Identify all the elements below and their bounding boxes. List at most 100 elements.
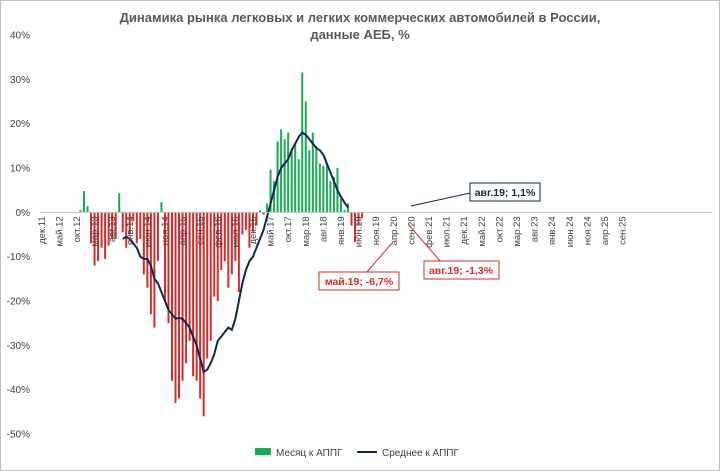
bar bbox=[347, 203, 349, 213]
bar bbox=[100, 212, 103, 248]
bar bbox=[283, 139, 286, 213]
bar bbox=[156, 212, 159, 262]
bar bbox=[273, 181, 276, 213]
bar bbox=[206, 212, 209, 359]
bar bbox=[174, 212, 177, 403]
y-axis: -50% -40% -30% -20% -10% 0% 10% 20% 30% 40% bbox=[7, 31, 30, 441]
bar bbox=[160, 202, 163, 213]
x-tick-label: дек.21 bbox=[459, 216, 470, 244]
x-tick-label: май.17 bbox=[266, 216, 277, 246]
bar bbox=[315, 145, 318, 213]
x-axis: дек.11 май.12 окт.12 мар.13 авг.13 янв.14 июн.… bbox=[37, 216, 629, 247]
x-tick-label: апр.25 bbox=[600, 216, 611, 245]
bar bbox=[318, 163, 321, 213]
y-tick-label: 30% bbox=[10, 75, 30, 86]
bar bbox=[332, 176, 335, 213]
annotation-box bbox=[423, 260, 500, 280]
y-tick-label: 10% bbox=[10, 164, 30, 175]
x-tick-label: авг.13 bbox=[107, 216, 118, 242]
annotation-avg-aug19: авг.19; 1,1% bbox=[410, 182, 541, 207]
bar bbox=[248, 212, 251, 248]
x-tick-label: апр.20 bbox=[389, 216, 400, 245]
x-tick-label: янв.24 bbox=[547, 216, 558, 245]
bar bbox=[237, 212, 240, 293]
bar bbox=[311, 132, 314, 213]
bar bbox=[146, 212, 149, 288]
bar bbox=[125, 212, 128, 248]
annotation-leader bbox=[366, 242, 393, 273]
bar bbox=[185, 212, 188, 364]
y-tick-label: -20% bbox=[7, 297, 30, 308]
bar bbox=[209, 212, 212, 341]
x-tick-label: сен.15 bbox=[195, 216, 206, 245]
annotation-month-aug19: авг.19; -1,3% bbox=[408, 224, 500, 280]
x-tick-label: окт.17 bbox=[283, 216, 294, 242]
legend-label-average: Среднее к АППГ bbox=[382, 448, 459, 459]
bar bbox=[244, 212, 247, 231]
legend: Месяц к АППГ Среднее к АППГ bbox=[255, 448, 459, 459]
x-tick-label: янв.14 bbox=[125, 216, 136, 245]
bar bbox=[139, 212, 142, 239]
bar bbox=[287, 132, 290, 213]
bar bbox=[86, 206, 89, 213]
bar bbox=[339, 199, 342, 213]
x-tick-label: ноя.14 bbox=[160, 216, 171, 245]
chart-title-line-1: Динамика рынка легковых и легких коммерч… bbox=[120, 10, 601, 25]
y-tick-label: -50% bbox=[7, 430, 30, 441]
annotation-leader bbox=[410, 192, 471, 207]
bar bbox=[361, 212, 364, 219]
x-tick-label: дек.16 bbox=[248, 216, 259, 244]
bar bbox=[104, 212, 107, 259]
bar bbox=[354, 212, 357, 243]
bar bbox=[97, 212, 100, 262]
bar bbox=[83, 191, 85, 213]
annotation-text: авг.19; 1,1% bbox=[475, 187, 536, 199]
bar bbox=[227, 212, 230, 288]
bar bbox=[202, 212, 205, 417]
bar bbox=[132, 212, 135, 222]
x-tick-label: сен.20 bbox=[406, 216, 417, 245]
bar bbox=[114, 212, 117, 239]
bar bbox=[163, 212, 166, 301]
bar bbox=[199, 212, 202, 399]
x-tick-label: окт.12 bbox=[72, 216, 83, 242]
bar bbox=[213, 212, 216, 297]
y-tick-label: -40% bbox=[7, 385, 30, 396]
bar bbox=[128, 212, 131, 235]
bar bbox=[301, 72, 304, 213]
bar bbox=[241, 212, 244, 235]
annotation-box bbox=[469, 182, 541, 202]
annotation-text: май.19; -6,7% bbox=[325, 276, 394, 288]
x-tick-label: июн.19 bbox=[354, 216, 365, 247]
bar bbox=[107, 212, 110, 246]
bars-month-yoy bbox=[79, 72, 364, 417]
bar bbox=[329, 181, 332, 213]
x-tick-label: июн.14 bbox=[142, 216, 153, 247]
x-tick-label: окт.22 bbox=[494, 216, 505, 242]
bar bbox=[304, 101, 307, 213]
legend-swatch-month bbox=[255, 448, 271, 455]
bar bbox=[167, 212, 170, 324]
x-tick-label: фев.21 bbox=[424, 216, 435, 247]
bar bbox=[149, 212, 152, 315]
x-tick-label: сен.25 bbox=[618, 216, 629, 245]
bar bbox=[142, 212, 145, 275]
bar bbox=[230, 212, 233, 275]
y-tick-label: 40% bbox=[10, 31, 30, 42]
bar bbox=[280, 129, 283, 213]
bar bbox=[308, 150, 311, 213]
bar bbox=[357, 212, 360, 226]
x-tick-label: ноя.24 bbox=[582, 216, 593, 245]
bar bbox=[79, 210, 82, 213]
bar bbox=[171, 212, 173, 381]
x-tick-label: ноя.19 bbox=[371, 216, 382, 245]
bar bbox=[266, 203, 269, 213]
y-tick-label: -10% bbox=[7, 252, 30, 263]
bar bbox=[255, 212, 258, 226]
x-tick-label: авг.18 bbox=[318, 216, 329, 242]
chart-title-line-2: данные АЕБ, % bbox=[310, 27, 410, 42]
x-tick-label: май.22 bbox=[477, 216, 488, 246]
bar bbox=[181, 212, 184, 381]
bar bbox=[178, 212, 181, 399]
